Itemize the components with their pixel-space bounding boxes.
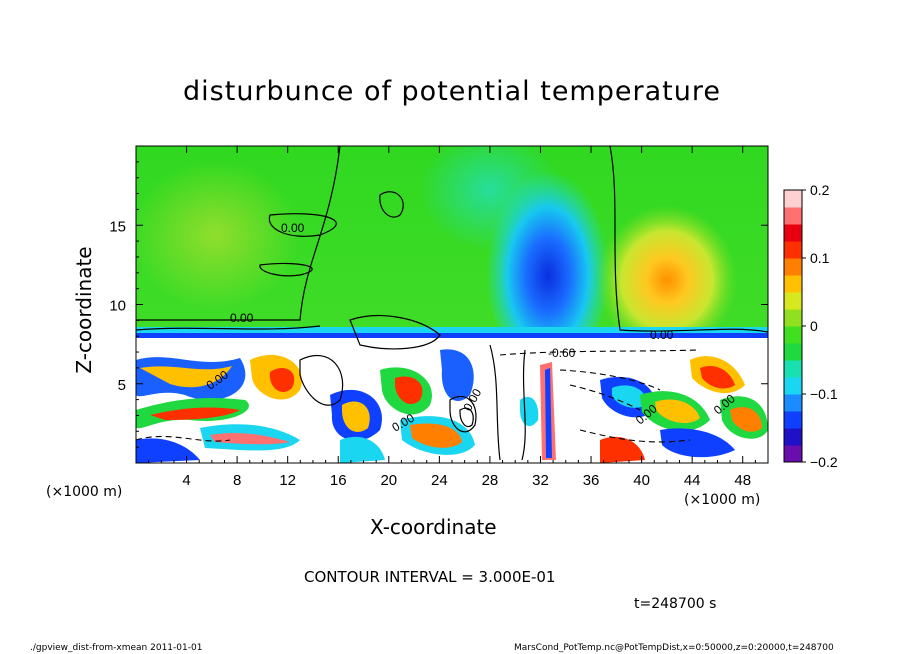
colorbar-tick-label: 0 xyxy=(810,318,818,334)
contour-interval: CONTOUR INTERVAL = 3.000E-01 xyxy=(304,568,556,586)
x-tick-label: 4 xyxy=(182,472,190,489)
colorbar-swatch xyxy=(784,377,802,395)
x-tick-label: 44 xyxy=(684,472,701,489)
colorbar-swatch xyxy=(784,343,802,361)
chart-title: disturbunce of potential temperature xyxy=(183,76,721,107)
x-tick-label: 8 xyxy=(233,472,241,489)
x-tick-label: 36 xyxy=(583,472,600,489)
colorbar-swatch xyxy=(784,224,802,242)
colorbar-swatch xyxy=(784,190,802,208)
colorbar-swatch xyxy=(784,207,802,225)
x-tick-label: 48 xyxy=(734,472,751,489)
x-unit-label-right: (×1000 m) xyxy=(684,492,761,508)
heatmap-field: 0.00 0.00 0.00 -0.60 0.00 0.00 0.00 0.00… xyxy=(136,146,768,463)
colorbar-tick-label: 0.1 xyxy=(810,250,830,266)
x-tick-label: 24 xyxy=(431,472,448,489)
colorbar-tick-label: −0.1 xyxy=(810,386,838,402)
x-tick-label: 16 xyxy=(330,472,347,489)
colorbar-swatch xyxy=(784,428,802,446)
x-axis-label: X-coordinate xyxy=(370,515,497,539)
colorbar-swatch xyxy=(784,275,802,293)
colorbar-swatch xyxy=(784,241,802,259)
x-tick-label: 32 xyxy=(532,472,549,489)
contour-label-2: 0.00 xyxy=(230,311,254,325)
colorbar-tick-label: 0.2 xyxy=(810,182,830,198)
left-warm-patch xyxy=(136,160,300,310)
x-unit-label-left: (×1000 m) xyxy=(46,484,123,500)
x-axis: 4 8 12 16 20 24 28 32 36 40 44 48 xyxy=(148,146,756,489)
contour-label-1: 0.00 xyxy=(281,221,305,235)
warm-column xyxy=(597,205,737,355)
x-tick-label: 12 xyxy=(279,472,296,489)
footer-right: MarsCond_PotTemp.nc@PotTempDist,x=0:5000… xyxy=(514,643,834,653)
x-tick-label: 28 xyxy=(482,472,499,489)
colorbar-swatch xyxy=(784,394,802,412)
colorbar: −0.2 −0.1 0 0.1 0.2 xyxy=(783,182,838,470)
y-axis-label: Z-coordinate xyxy=(72,246,96,374)
contour-label-3: 0.00 xyxy=(650,328,674,342)
colorbar-swatch xyxy=(784,326,802,344)
colorbar-swatch xyxy=(784,360,802,378)
time-label: t=248700 s xyxy=(634,596,717,612)
x-tick-label: 20 xyxy=(380,472,397,489)
colorbar-swatch xyxy=(784,258,802,276)
colorbar-swatch xyxy=(784,292,802,310)
y-tick-label: 15 xyxy=(109,218,126,235)
cold-column xyxy=(486,160,610,370)
y-tick-label: 10 xyxy=(109,298,126,315)
x-tick-label: 40 xyxy=(633,472,650,489)
colorbar-swatch xyxy=(784,445,802,463)
colorbar-swatch xyxy=(784,309,802,327)
colorbar-swatch xyxy=(784,411,802,429)
cool-strip xyxy=(136,327,768,335)
y-axis: 5 10 15 xyxy=(109,161,768,448)
y-tick-label: 5 xyxy=(118,377,126,394)
colorbar-tick-label: −0.2 xyxy=(810,454,838,470)
contour-label-4: -0.60 xyxy=(548,346,576,360)
footer-left: ./gpview_dist-from-xmean 2011-01-01 xyxy=(30,643,203,653)
